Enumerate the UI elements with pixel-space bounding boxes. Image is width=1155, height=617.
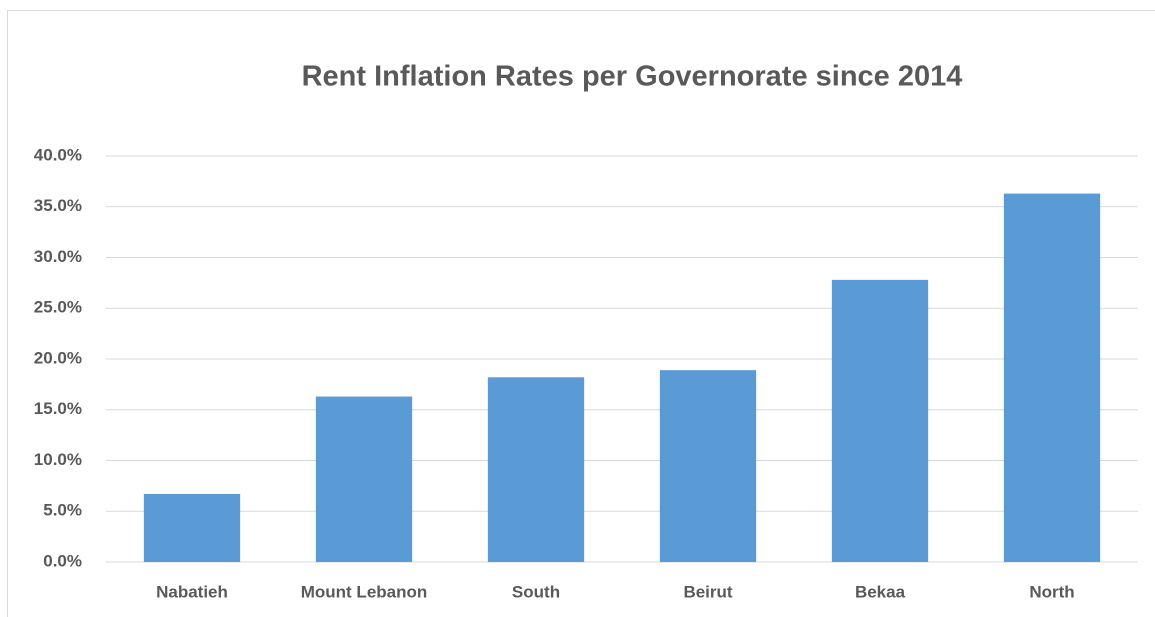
y-tick-label: 25.0% bbox=[34, 298, 82, 317]
bar bbox=[315, 396, 413, 562]
x-tick-label: Bekaa bbox=[855, 582, 906, 601]
chart-border bbox=[7, 10, 1155, 617]
x-tick-label: Nabatieh bbox=[156, 582, 228, 601]
y-tick-label: 15.0% bbox=[34, 399, 82, 418]
x-tick-label: South bbox=[512, 582, 560, 601]
y-tick-label: 40.0% bbox=[34, 145, 82, 164]
bar bbox=[143, 493, 241, 562]
x-tick-label: North bbox=[1029, 582, 1074, 601]
y-tick-label: 30.0% bbox=[34, 247, 82, 266]
chart-title: Rent Inflation Rates per Governorate sin… bbox=[302, 61, 963, 93]
y-tick-label: 0.0% bbox=[43, 551, 82, 570]
x-tick-label: Mount Lebanon bbox=[301, 582, 428, 601]
y-tick-label: 35.0% bbox=[34, 196, 82, 215]
bar bbox=[831, 279, 929, 562]
bar bbox=[1003, 193, 1101, 562]
x-tick-label: Beirut bbox=[683, 582, 732, 601]
y-tick-label: 5.0% bbox=[43, 501, 82, 520]
y-tick-label: 20.0% bbox=[34, 348, 82, 367]
bar bbox=[487, 377, 585, 562]
bar bbox=[659, 370, 757, 562]
y-tick-label: 10.0% bbox=[34, 450, 82, 469]
